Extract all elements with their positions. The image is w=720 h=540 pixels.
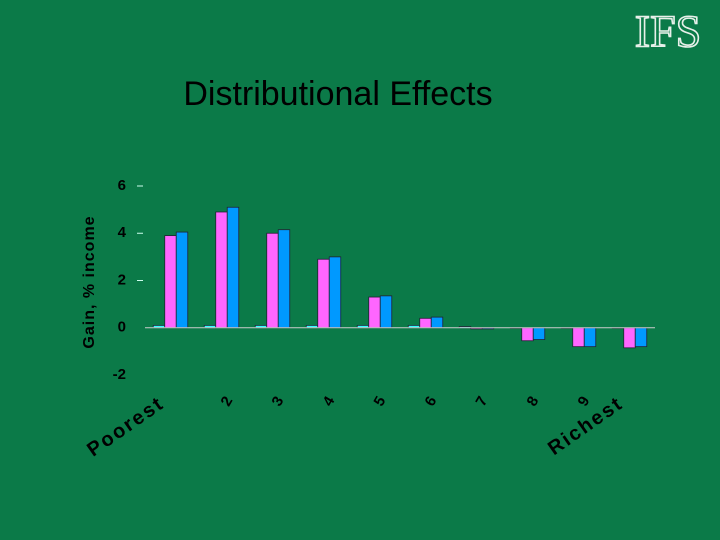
bar	[368, 296, 381, 329]
bar	[379, 295, 393, 329]
bar	[317, 258, 330, 329]
y-tick-label: -2	[113, 366, 126, 383]
bar	[226, 206, 240, 329]
bar	[532, 327, 546, 340]
bar	[164, 235, 177, 329]
y-tick-label: 6	[118, 177, 126, 194]
bar	[419, 317, 432, 329]
logo: IFS	[635, 6, 701, 57]
y-tick-label: 4	[118, 224, 127, 241]
bar	[277, 229, 291, 329]
y-axis-label: Gain, % income	[81, 215, 98, 348]
bar	[215, 211, 228, 329]
bar	[266, 232, 279, 329]
bar	[634, 327, 648, 348]
bar	[175, 231, 189, 329]
bar	[623, 327, 636, 349]
y-tick-label: 0	[118, 319, 126, 336]
bar	[521, 327, 534, 342]
bar	[583, 327, 597, 348]
bar	[430, 316, 444, 329]
bar	[572, 327, 585, 348]
y-tick-label: 2	[118, 271, 126, 288]
chart-title: Distributional Effects	[183, 75, 492, 113]
bar	[328, 256, 342, 329]
